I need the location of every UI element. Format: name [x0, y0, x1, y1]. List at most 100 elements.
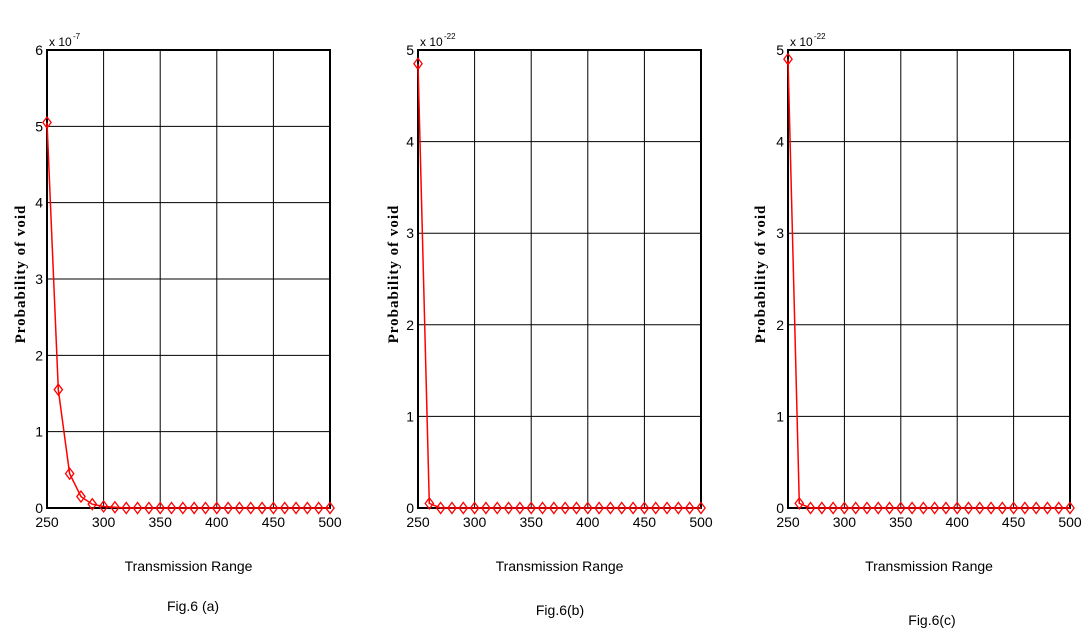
data-point-marker: [42, 115, 52, 130]
y-tick-label: 1: [406, 408, 414, 424]
data-point-marker: [1031, 501, 1042, 515]
x-tick-label: 350: [889, 514, 913, 530]
data-point-marker: [684, 501, 695, 515]
exponent-label: x 10: [49, 35, 72, 49]
data-point-marker: [560, 501, 571, 515]
data-point-marker: [313, 501, 324, 515]
x-tick-label: 350: [520, 514, 544, 530]
data-point-marker: [873, 501, 884, 515]
x-tick-label: 500: [318, 514, 342, 530]
y-tick-label: 0: [35, 500, 43, 516]
data-point-marker: [986, 501, 996, 515]
data-point-marker: [696, 501, 706, 515]
data-point-marker: [424, 496, 435, 511]
data-point-marker: [616, 501, 627, 515]
data-point-marker: [469, 501, 480, 515]
data-point-marker: [1019, 501, 1030, 515]
data-point-marker: [816, 501, 827, 515]
data-point-marker: [245, 501, 256, 515]
exponent-power: -7: [73, 32, 81, 41]
y-tick-label: 4: [406, 134, 414, 150]
exponent-label: x 10: [790, 35, 813, 49]
figure-caption: Fig.6(b): [536, 602, 584, 618]
data-point-marker: [155, 501, 166, 515]
y-tick-label: 4: [35, 195, 43, 211]
x-tick-label: 350: [149, 514, 173, 530]
y-tick-label: 3: [776, 225, 784, 241]
data-point-marker: [1008, 501, 1019, 515]
chart-panel-2: 250 300 350 400 450 500 0 1 2 3 4 5 x 10 -22 Transmiss…: [386, 32, 713, 618]
data-point-marker: [918, 501, 929, 515]
data-point-marker: [302, 501, 313, 515]
x-tick-label: 500: [689, 514, 713, 530]
data-point-marker: [605, 501, 616, 515]
y-tick-label: 1: [35, 424, 43, 440]
y-tick-label: 5: [35, 118, 43, 134]
x-tick-label: 300: [463, 514, 487, 530]
exponent-power: -22: [814, 32, 826, 41]
plot-area: [788, 50, 1070, 508]
x-tick-label: 450: [1002, 514, 1026, 530]
data-point-marker: [963, 501, 974, 515]
data-point-marker: [537, 501, 548, 515]
series-line: [787, 59, 1070, 509]
data-point-marker: [132, 501, 143, 515]
data-point-marker: [582, 501, 593, 515]
plot-area: [418, 50, 701, 508]
data-point-marker: [884, 501, 895, 515]
data-point-marker: [325, 501, 335, 515]
data-point-marker: [98, 499, 109, 514]
data-point-marker: [639, 501, 650, 515]
data-point-marker: [492, 501, 503, 515]
data-point-marker: [1042, 501, 1053, 515]
x-tick-label: 500: [1058, 514, 1082, 530]
data-point-marker: [974, 501, 985, 515]
data-point-marker: [997, 501, 1008, 515]
y-tick-label: 0: [406, 500, 414, 516]
x-tick-label: 250: [35, 514, 59, 530]
data-point-marker: [458, 501, 469, 515]
y-tick-label: 5: [776, 42, 784, 58]
y-tick-label: 2: [406, 317, 414, 333]
x-tick-label: 450: [633, 514, 657, 530]
y-axis-label: Probability of void: [386, 205, 402, 344]
data-point-marker: [109, 500, 120, 514]
x-tick-label: 400: [946, 514, 970, 530]
figure-caption: Fig.6 (a): [167, 598, 219, 614]
data-point-marker: [628, 501, 639, 515]
data-point-marker: [268, 501, 279, 515]
data-point-marker: [447, 501, 457, 515]
chart-panel-3: 250 300 350 400 450 500 0 1 2 3 4 5 x 10 -22 Transmiss…: [753, 32, 1082, 628]
x-tick-label: 250: [776, 514, 800, 530]
data-point-marker: [862, 501, 872, 515]
data-point-marker: [234, 501, 245, 515]
data-point-marker: [783, 52, 793, 66]
data-point-marker: [514, 501, 525, 515]
data-point-marker: [794, 496, 805, 511]
data-point-marker: [53, 383, 64, 397]
data-point-marker: [121, 501, 132, 515]
y-tick-label: 4: [776, 134, 784, 150]
data-point-marker: [64, 467, 75, 481]
data-point-marker: [87, 497, 98, 511]
y-tick-label: 0: [776, 500, 784, 516]
y-axis-label: Probability of void: [13, 205, 29, 344]
data-point-marker: [1053, 501, 1064, 515]
y-tick-label: 3: [35, 271, 43, 287]
x-tick-label: 450: [262, 514, 286, 530]
x-tick-label: 250: [406, 514, 430, 530]
chart-panel-1: 250 300 350 400 450 500 0 1 2 3 4 5 6 x 10 -7 Transmiss…: [13, 32, 342, 614]
data-point-marker: [952, 501, 963, 515]
x-axis-label: Transmission Range: [865, 558, 993, 574]
data-point-marker: [480, 501, 491, 515]
data-point-marker: [662, 501, 672, 515]
x-tick-label: 300: [833, 514, 857, 530]
data-point-marker: [76, 489, 86, 504]
y-tick-label: 5: [406, 42, 414, 58]
data-point-marker: [650, 501, 661, 515]
data-point-marker: [805, 501, 816, 515]
x-axis-label: Transmission Range: [496, 558, 624, 574]
series-line: [46, 122, 330, 509]
data-point-marker: [223, 501, 234, 515]
